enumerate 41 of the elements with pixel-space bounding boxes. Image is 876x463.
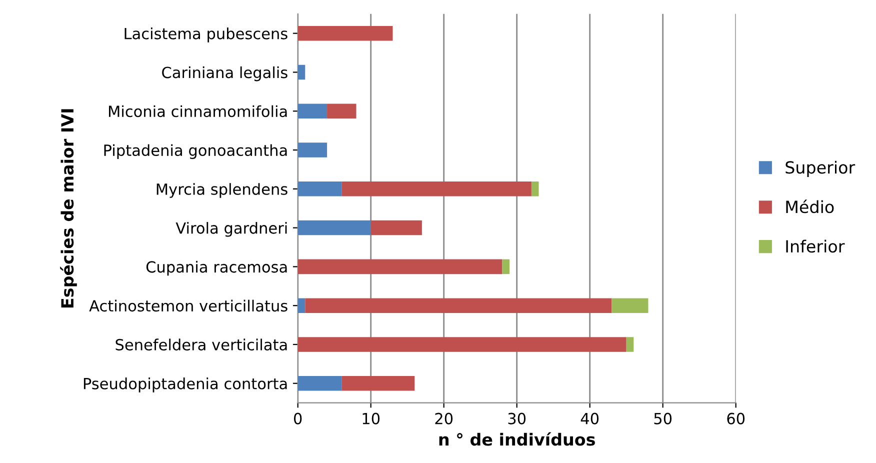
bar bbox=[298, 337, 626, 352]
y-tick-label: Virola gardneri bbox=[176, 222, 287, 237]
y-tick-label: Piptadenia gonoacantha bbox=[104, 144, 287, 159]
bar bbox=[502, 259, 510, 274]
bar bbox=[298, 182, 342, 196]
x-tick-label: 10 bbox=[362, 412, 380, 424]
y-tick-label: Miconia cinnamomifolia bbox=[108, 105, 287, 118]
bar bbox=[626, 337, 634, 352]
y-tick-label: Senefeldera verticilata bbox=[116, 338, 287, 350]
y-tick-label: Actinostemon verticillatus bbox=[89, 300, 288, 312]
bar bbox=[298, 220, 371, 236]
bar bbox=[327, 104, 356, 119]
x-tick-label: 60 bbox=[727, 412, 745, 424]
y-axis-title: Espécies de maior IVI bbox=[60, 109, 77, 308]
x-tick-label: 0 bbox=[294, 412, 302, 424]
x-axis-title: n ° de indivíduos bbox=[439, 432, 595, 446]
y-tick-label: Cupania racemosa bbox=[146, 260, 287, 276]
x-tick-label: 30 bbox=[508, 412, 526, 424]
legend-label: Superior bbox=[786, 160, 856, 177]
bar bbox=[531, 182, 539, 196]
bar bbox=[612, 298, 648, 313]
bar bbox=[298, 64, 306, 80]
bar bbox=[370, 220, 422, 236]
x-tick-label: 40 bbox=[580, 412, 599, 424]
bar bbox=[305, 298, 612, 313]
y-tick-label: Cariniana legalis bbox=[162, 66, 288, 82]
bar bbox=[342, 182, 532, 196]
bar bbox=[298, 376, 342, 391]
bar bbox=[298, 104, 328, 119]
x-tick-label: 50 bbox=[654, 412, 672, 424]
legend-label: Inferior bbox=[786, 240, 845, 253]
x-tick-label: 20 bbox=[435, 412, 453, 424]
bar bbox=[298, 298, 306, 313]
bar bbox=[342, 376, 415, 391]
bar bbox=[298, 259, 502, 274]
y-tick-label: Myrcia splendens bbox=[156, 183, 288, 198]
bar bbox=[298, 26, 393, 41]
y-tick-label: Pseudopiptadenia contorta bbox=[84, 378, 287, 392]
bar bbox=[298, 142, 328, 158]
y-tick-label: Lacistema pubescens bbox=[124, 28, 288, 42]
legend-label: Médio bbox=[786, 200, 834, 214]
